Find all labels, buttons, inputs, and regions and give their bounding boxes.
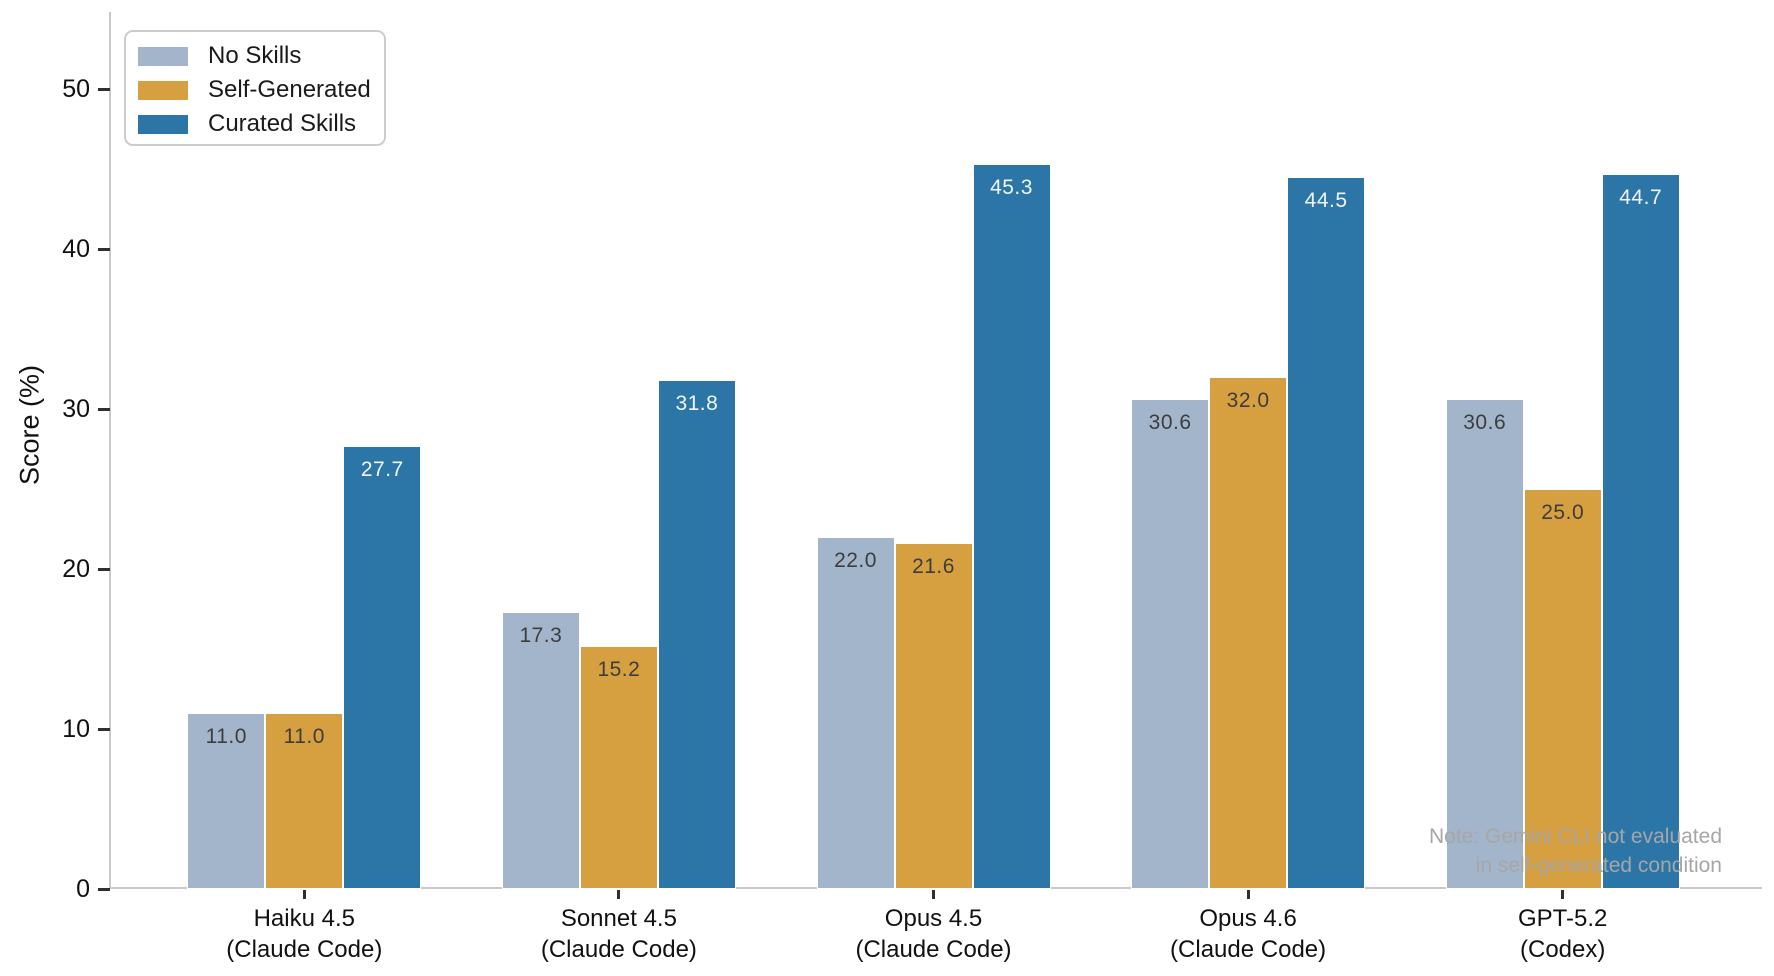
x-axis-label-gpt-5-2: GPT-5.2 (Codex) bbox=[1403, 903, 1723, 965]
y-tick-mark bbox=[98, 407, 110, 411]
bar-value-label: 17.3 bbox=[519, 624, 563, 647]
y-tick-mark bbox=[98, 87, 110, 91]
y-tick-label: 30 bbox=[62, 395, 90, 423]
bar-value-label: 27.7 bbox=[360, 458, 404, 481]
x-axis-label-model: GPT-5.2 bbox=[1518, 905, 1608, 932]
bar-sonnet-4-5-no-skills: 17.3 bbox=[501, 612, 580, 889]
legend-label: Self-Generated bbox=[208, 76, 371, 103]
y-tick-label: 20 bbox=[62, 555, 90, 583]
x-tick-mark bbox=[302, 890, 306, 899]
bar-haiku-4-5-curated-skills: 27.7 bbox=[343, 446, 422, 889]
x-tick-mark bbox=[1246, 890, 1250, 899]
bar-value-label: 21.6 bbox=[912, 555, 955, 578]
legend-item-curated-skills: Curated Skills bbox=[126, 107, 384, 141]
legend-swatch-self-generated bbox=[138, 80, 188, 100]
y-tick-label: 10 bbox=[62, 715, 90, 743]
bar-opus-4-6-self-generated: 32.0 bbox=[1209, 377, 1288, 889]
legend-swatch-no-skills bbox=[138, 46, 188, 66]
bar-value-label: 15.2 bbox=[597, 658, 641, 681]
bar-value-label: 25.0 bbox=[1541, 501, 1585, 524]
y-tick-mark bbox=[98, 567, 110, 571]
x-tick-mark bbox=[1561, 890, 1565, 899]
bar-opus-4-5-no-skills: 22.0 bbox=[816, 537, 895, 889]
x-axis-label-harness: (Codex) bbox=[1520, 936, 1606, 963]
bar-opus-4-5-curated-skills: 45.3 bbox=[972, 164, 1051, 889]
bar-gpt-5-2-curated-skills: 44.7 bbox=[1601, 174, 1680, 889]
bar-sonnet-4-5-self-generated: 15.2 bbox=[579, 646, 658, 889]
bar-value-label: 44.5 bbox=[1304, 189, 1348, 212]
bar-gpt-5-2-no-skills: 30.6 bbox=[1445, 399, 1524, 889]
bar-opus-4-6-curated-skills: 44.5 bbox=[1287, 177, 1366, 889]
y-tick-mark bbox=[98, 247, 110, 251]
x-axis-label-harness: (Claude Code) bbox=[1170, 936, 1327, 963]
note-annotation-line2: in self-generated condition bbox=[1475, 854, 1722, 877]
x-axis-label-model: Sonnet 4.5 bbox=[560, 905, 677, 932]
bar-opus-4-6-no-skills: 30.6 bbox=[1131, 399, 1210, 889]
y-tick-label: 40 bbox=[62, 235, 90, 263]
legend-swatch-curated-skills bbox=[138, 114, 188, 134]
legend-label: Curated Skills bbox=[208, 110, 357, 137]
legend-item-no-skills: No Skills bbox=[126, 39, 384, 73]
bar-value-label: 45.3 bbox=[990, 176, 1033, 199]
x-axis-label-haiku-4-5: Haiku 4.5 (Claude Code) bbox=[144, 903, 464, 965]
legend: No Skills Self-Generated Curated Skills bbox=[124, 30, 386, 146]
x-axis-label-harness: (Claude Code) bbox=[855, 936, 1012, 963]
y-tick-mark bbox=[98, 727, 110, 731]
bar-value-label: 11.0 bbox=[205, 725, 247, 748]
bar-haiku-4-5-no-skills: 11.0 bbox=[187, 713, 266, 889]
bar-sonnet-4-5-curated-skills: 31.8 bbox=[657, 380, 736, 889]
note-annotation: Note: Gemini CLI not evaluated in self-g… bbox=[1429, 822, 1722, 880]
bar-value-label: 30.6 bbox=[1463, 411, 1507, 434]
x-axis-label-harness: (Claude Code) bbox=[540, 936, 697, 963]
bar-value-label: 44.7 bbox=[1619, 186, 1663, 209]
bar-value-label: 11.0 bbox=[283, 725, 325, 748]
x-axis-label-model: Opus 4.6 bbox=[1199, 905, 1297, 932]
x-tick-mark bbox=[932, 890, 935, 899]
bar-value-label: 30.6 bbox=[1148, 411, 1192, 434]
bar-gpt-5-2-self-generated: 25.0 bbox=[1523, 489, 1602, 889]
bar-opus-4-5-self-generated: 21.6 bbox=[894, 543, 973, 889]
x-axis-label-model: Opus 4.5 bbox=[884, 905, 983, 932]
x-axis-label-opus-4-6: Opus 4.6 (Claude Code) bbox=[1088, 903, 1408, 965]
bar-value-label: 32.0 bbox=[1226, 389, 1270, 412]
bar-value-label: 22.0 bbox=[834, 549, 877, 572]
x-axis-label-opus-4-5: Opus 4.5 (Claude Code) bbox=[774, 903, 1094, 965]
y-axis-title: Score (%) bbox=[14, 364, 45, 486]
bar-haiku-4-5-self-generated: 11.0 bbox=[265, 713, 344, 889]
x-axis-label-harness: (Claude Code) bbox=[226, 936, 383, 963]
y-tick-mark bbox=[98, 887, 110, 891]
x-axis-label-model: Haiku 4.5 bbox=[253, 905, 355, 932]
y-tick-label: 50 bbox=[62, 75, 90, 103]
x-tick-mark bbox=[617, 890, 621, 899]
x-axis-label-sonnet-4-5: Sonnet 4.5 (Claude Code) bbox=[459, 903, 779, 965]
note-annotation-line1: Note: Gemini CLI not evaluated bbox=[1429, 825, 1722, 848]
y-axis-spine bbox=[109, 12, 111, 889]
bar-value-label: 31.8 bbox=[675, 392, 719, 415]
legend-item-self-generated: Self-Generated bbox=[126, 73, 384, 107]
legend-label: No Skills bbox=[208, 42, 302, 69]
y-tick-label: 0 bbox=[76, 875, 90, 903]
